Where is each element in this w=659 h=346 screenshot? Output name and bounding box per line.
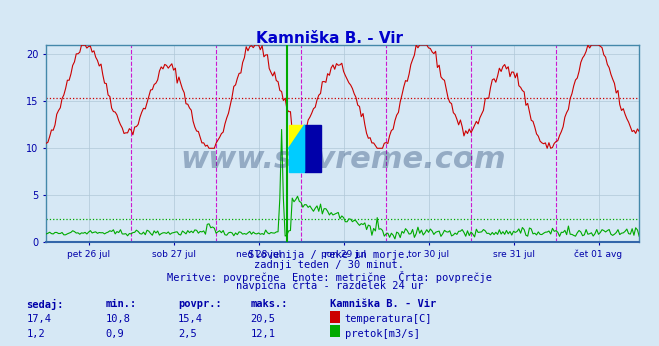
Bar <box>289 125 304 148</box>
Text: min.:: min.: <box>105 299 136 309</box>
Text: www.si-vreme.com: www.si-vreme.com <box>180 145 505 174</box>
Text: 2,5: 2,5 <box>178 329 196 339</box>
Text: povpr.:: povpr.: <box>178 299 221 309</box>
Text: navpična črta - razdelek 24 ur: navpična črta - razdelek 24 ur <box>236 281 423 291</box>
Text: 15,4: 15,4 <box>178 314 203 324</box>
Text: 0,9: 0,9 <box>105 329 124 339</box>
Text: Kamniška B. - Vir: Kamniška B. - Vir <box>256 31 403 46</box>
Text: 1,2: 1,2 <box>26 329 45 339</box>
Text: sedaj:: sedaj: <box>26 299 64 310</box>
Text: Meritve: povprečne  Enote: metrične  Črta: povprečje: Meritve: povprečne Enote: metrične Črta:… <box>167 271 492 283</box>
Polygon shape <box>289 125 304 172</box>
Text: temperatura[C]: temperatura[C] <box>345 314 432 324</box>
Text: Slovenija / reke in morje.: Slovenija / reke in morje. <box>248 250 411 260</box>
Bar <box>304 125 320 172</box>
Text: pretok[m3/s]: pretok[m3/s] <box>345 329 420 339</box>
Text: 17,4: 17,4 <box>26 314 51 324</box>
Text: 20,5: 20,5 <box>250 314 275 324</box>
Text: Kamniška B. - Vir: Kamniška B. - Vir <box>330 299 436 309</box>
Text: maks.:: maks.: <box>250 299 288 309</box>
Text: zadnji teden / 30 minut.: zadnji teden / 30 minut. <box>254 260 405 270</box>
Text: 10,8: 10,8 <box>105 314 130 324</box>
Bar <box>289 148 304 172</box>
Text: 12,1: 12,1 <box>250 329 275 339</box>
